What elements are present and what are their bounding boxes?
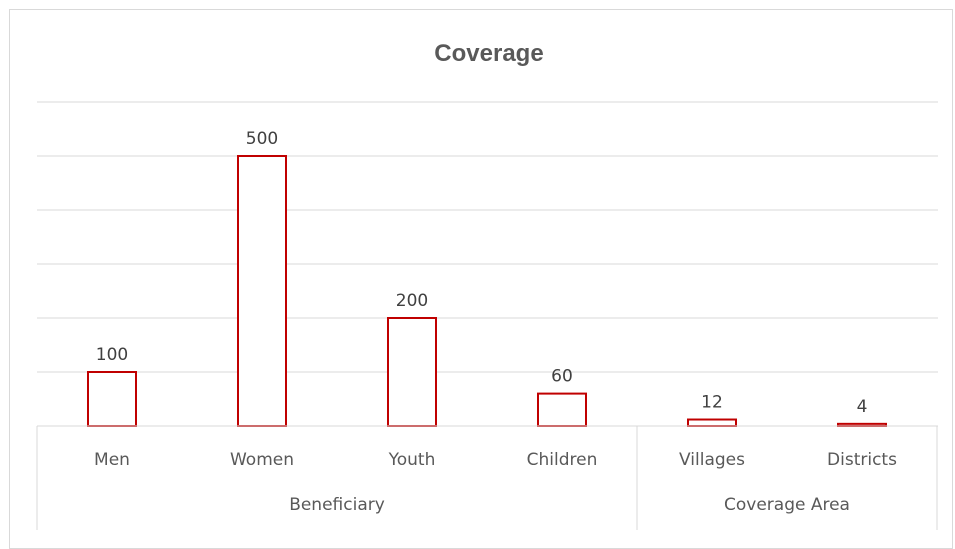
category-label: Youth	[388, 450, 436, 470]
bar-youth	[387, 317, 437, 427]
category-label: Districts	[827, 450, 897, 470]
data-label: 4	[857, 397, 868, 417]
group-label: Coverage Area	[724, 495, 850, 515]
bar-villages	[687, 418, 737, 427]
bar-children	[537, 392, 587, 428]
bar-women	[237, 155, 287, 427]
chart-frame	[9, 9, 953, 549]
bars	[87, 155, 887, 428]
data-label: 12	[701, 393, 723, 413]
chart-title: Coverage	[434, 40, 543, 67]
category-label: Men	[94, 450, 130, 470]
coverage-chart: Coverage 100 500 200 60 12 4 Men Women Youth Chi…	[36, 40, 938, 530]
group-label: Beneficiary	[289, 495, 385, 515]
data-label: 500	[246, 129, 278, 149]
category-label: Women	[230, 450, 294, 470]
category-label: Villages	[679, 450, 745, 470]
bar-men	[87, 371, 137, 427]
data-label: 60	[551, 367, 573, 387]
data-label: 100	[96, 345, 128, 365]
data-labels: 100 500 200 60 12 4	[96, 129, 868, 417]
category-label: Children	[527, 450, 598, 470]
category-axis: Men Women Youth Children Beneficiary Villages…	[36, 425, 938, 530]
gridlines	[37, 101, 938, 373]
data-label: 200	[396, 291, 428, 311]
